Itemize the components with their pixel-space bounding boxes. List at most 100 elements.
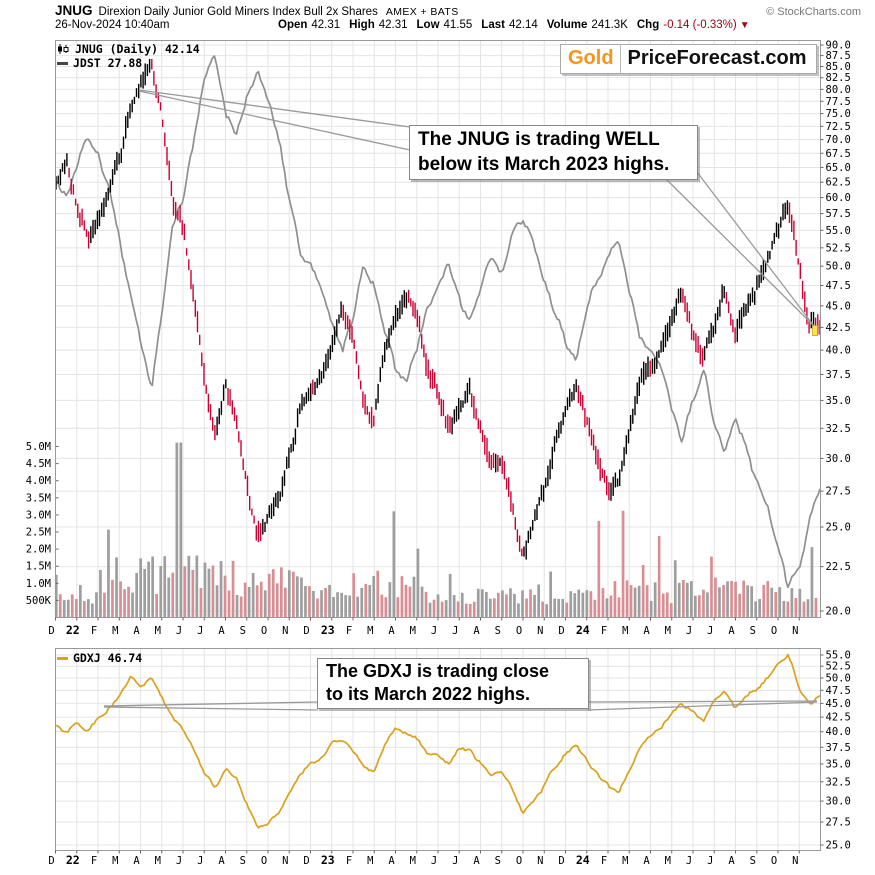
gdxj-annotation-box: The GDXJ is trading close to its March 2… bbox=[317, 658, 589, 709]
goldpriceforecast-logo: Gold PriceForecast.com bbox=[560, 44, 817, 74]
svg-text:N: N bbox=[537, 625, 543, 637]
svg-text:55.0: 55.0 bbox=[826, 650, 851, 662]
svg-text:S: S bbox=[750, 855, 756, 867]
svg-text:O: O bbox=[261, 625, 267, 637]
svg-text:52.5: 52.5 bbox=[826, 242, 851, 254]
svg-text:37.5: 37.5 bbox=[826, 742, 851, 754]
svg-text:30.0: 30.0 bbox=[826, 453, 851, 465]
svg-text:M: M bbox=[112, 855, 118, 867]
svg-text:A: A bbox=[728, 855, 735, 867]
svg-text:O: O bbox=[261, 855, 267, 867]
svg-text:S: S bbox=[240, 855, 246, 867]
jnug-annotation-box: The JNUG is trading WELL below its March… bbox=[409, 125, 698, 180]
quote-bar: 26-Nov-2024 10:40am Open 42.31 High 42.3… bbox=[55, 19, 865, 31]
svg-text:A: A bbox=[728, 625, 735, 637]
svg-text:4.0M: 4.0M bbox=[26, 475, 51, 487]
svg-text:2.5M: 2.5M bbox=[26, 527, 51, 539]
svg-text:500K: 500K bbox=[26, 595, 52, 607]
svg-text:J: J bbox=[176, 625, 182, 637]
svg-text:2.0M: 2.0M bbox=[26, 544, 51, 556]
svg-text:J: J bbox=[431, 855, 437, 867]
svg-text:J: J bbox=[707, 625, 713, 637]
svg-text:F: F bbox=[601, 625, 607, 637]
svg-text:42.5: 42.5 bbox=[826, 322, 851, 334]
svg-text:24: 24 bbox=[576, 623, 590, 637]
svg-text:A: A bbox=[388, 625, 395, 637]
security-name: Direxion Daily Junior Gold Miners Index … bbox=[98, 6, 378, 18]
main-grid bbox=[55, 40, 821, 618]
main-legend: JNUG (Daily) 42.14 JDST 27.88 bbox=[57, 42, 200, 70]
callout-wedges bbox=[103, 89, 818, 711]
svg-text:5.0M: 5.0M bbox=[26, 441, 51, 453]
svg-text:D: D bbox=[48, 625, 54, 637]
quote-change: Chg -0.14 (-0.33%) bbox=[636, 19, 737, 31]
svg-text:J: J bbox=[686, 855, 692, 867]
svg-text:32.5: 32.5 bbox=[826, 423, 851, 435]
svg-text:23: 23 bbox=[321, 623, 335, 637]
svg-text:S: S bbox=[495, 855, 501, 867]
svg-text:F: F bbox=[91, 625, 97, 637]
svg-text:A: A bbox=[643, 855, 650, 867]
svg-text:42.5: 42.5 bbox=[826, 712, 851, 724]
change-down-icon[interactable]: ▼ bbox=[739, 20, 750, 31]
svg-text:O: O bbox=[516, 625, 522, 637]
svg-text:87.5: 87.5 bbox=[826, 50, 851, 62]
svg-text:4.5M: 4.5M bbox=[26, 458, 51, 470]
svg-text:M: M bbox=[410, 855, 416, 867]
quote-low: Low 41.55 bbox=[416, 19, 473, 31]
svg-text:75.0: 75.0 bbox=[826, 108, 851, 120]
ticker-symbol: JNUG bbox=[55, 3, 93, 18]
svg-text:40.0: 40.0 bbox=[826, 345, 851, 357]
svg-text:62.5: 62.5 bbox=[826, 177, 851, 189]
jnug-annotation-line2: below its March 2023 highs. bbox=[418, 154, 670, 175]
svg-text:3.0M: 3.0M bbox=[26, 509, 51, 521]
svg-text:35.0: 35.0 bbox=[826, 758, 851, 770]
svg-text:M: M bbox=[622, 625, 628, 637]
jnug-candles bbox=[55, 58, 821, 560]
svg-text:85.0: 85.0 bbox=[826, 61, 851, 73]
svg-text:J: J bbox=[176, 855, 182, 867]
svg-text:50.0: 50.0 bbox=[826, 261, 851, 273]
svg-text:30.0: 30.0 bbox=[826, 796, 851, 808]
svg-text:A: A bbox=[133, 855, 140, 867]
svg-text:70.0: 70.0 bbox=[826, 134, 851, 146]
chart-header: JNUG Direxion Daily Junior Gold Miners I… bbox=[55, 3, 861, 18]
svg-text:M: M bbox=[155, 625, 161, 637]
svg-text:J: J bbox=[707, 855, 713, 867]
svg-text:90.0: 90.0 bbox=[826, 40, 851, 52]
legend-gdxj: GDXJ 46.74 bbox=[73, 651, 143, 665]
svg-text:55.0: 55.0 bbox=[826, 225, 851, 237]
svg-text:A: A bbox=[388, 855, 395, 867]
svg-text:50.0: 50.0 bbox=[826, 672, 851, 684]
main-axes: 20.0 22.5 25.0 27.5 30.0 32.5 35.0 37.5 40.0 42.5… bbox=[48, 40, 850, 638]
svg-text:N: N bbox=[792, 625, 798, 637]
svg-text:N: N bbox=[792, 855, 798, 867]
svg-text:1.5M: 1.5M bbox=[26, 561, 51, 573]
svg-text:D: D bbox=[303, 855, 309, 867]
svg-text:F: F bbox=[346, 625, 352, 637]
svg-text:37.5: 37.5 bbox=[826, 369, 851, 381]
svg-text:35.0: 35.0 bbox=[826, 395, 851, 407]
svg-text:M: M bbox=[410, 625, 416, 637]
svg-text:47.5: 47.5 bbox=[826, 685, 851, 697]
svg-text:O: O bbox=[771, 855, 777, 867]
svg-text:S: S bbox=[750, 625, 756, 637]
svg-text:40.0: 40.0 bbox=[826, 726, 851, 738]
svg-text:72.5: 72.5 bbox=[826, 121, 851, 133]
svg-text:47.5: 47.5 bbox=[826, 280, 851, 292]
copyright-label: © StockCharts.com bbox=[766, 6, 861, 18]
svg-text:24: 24 bbox=[576, 853, 590, 867]
svg-text:S: S bbox=[240, 625, 246, 637]
svg-text:57.5: 57.5 bbox=[826, 208, 851, 220]
svg-text:O: O bbox=[771, 625, 777, 637]
legend-jdst: JDST 27.88 bbox=[73, 56, 143, 70]
logo-priceforecast-text: PriceForecast.com bbox=[627, 47, 807, 69]
svg-text:52.5: 52.5 bbox=[826, 661, 851, 673]
svg-text:22.5: 22.5 bbox=[826, 561, 851, 573]
svg-text:M: M bbox=[155, 855, 161, 867]
svg-text:N: N bbox=[282, 625, 288, 637]
svg-text:25.0: 25.0 bbox=[826, 840, 851, 852]
quote-volume: Volume 241.3K bbox=[546, 19, 628, 31]
svg-text:F: F bbox=[91, 855, 97, 867]
